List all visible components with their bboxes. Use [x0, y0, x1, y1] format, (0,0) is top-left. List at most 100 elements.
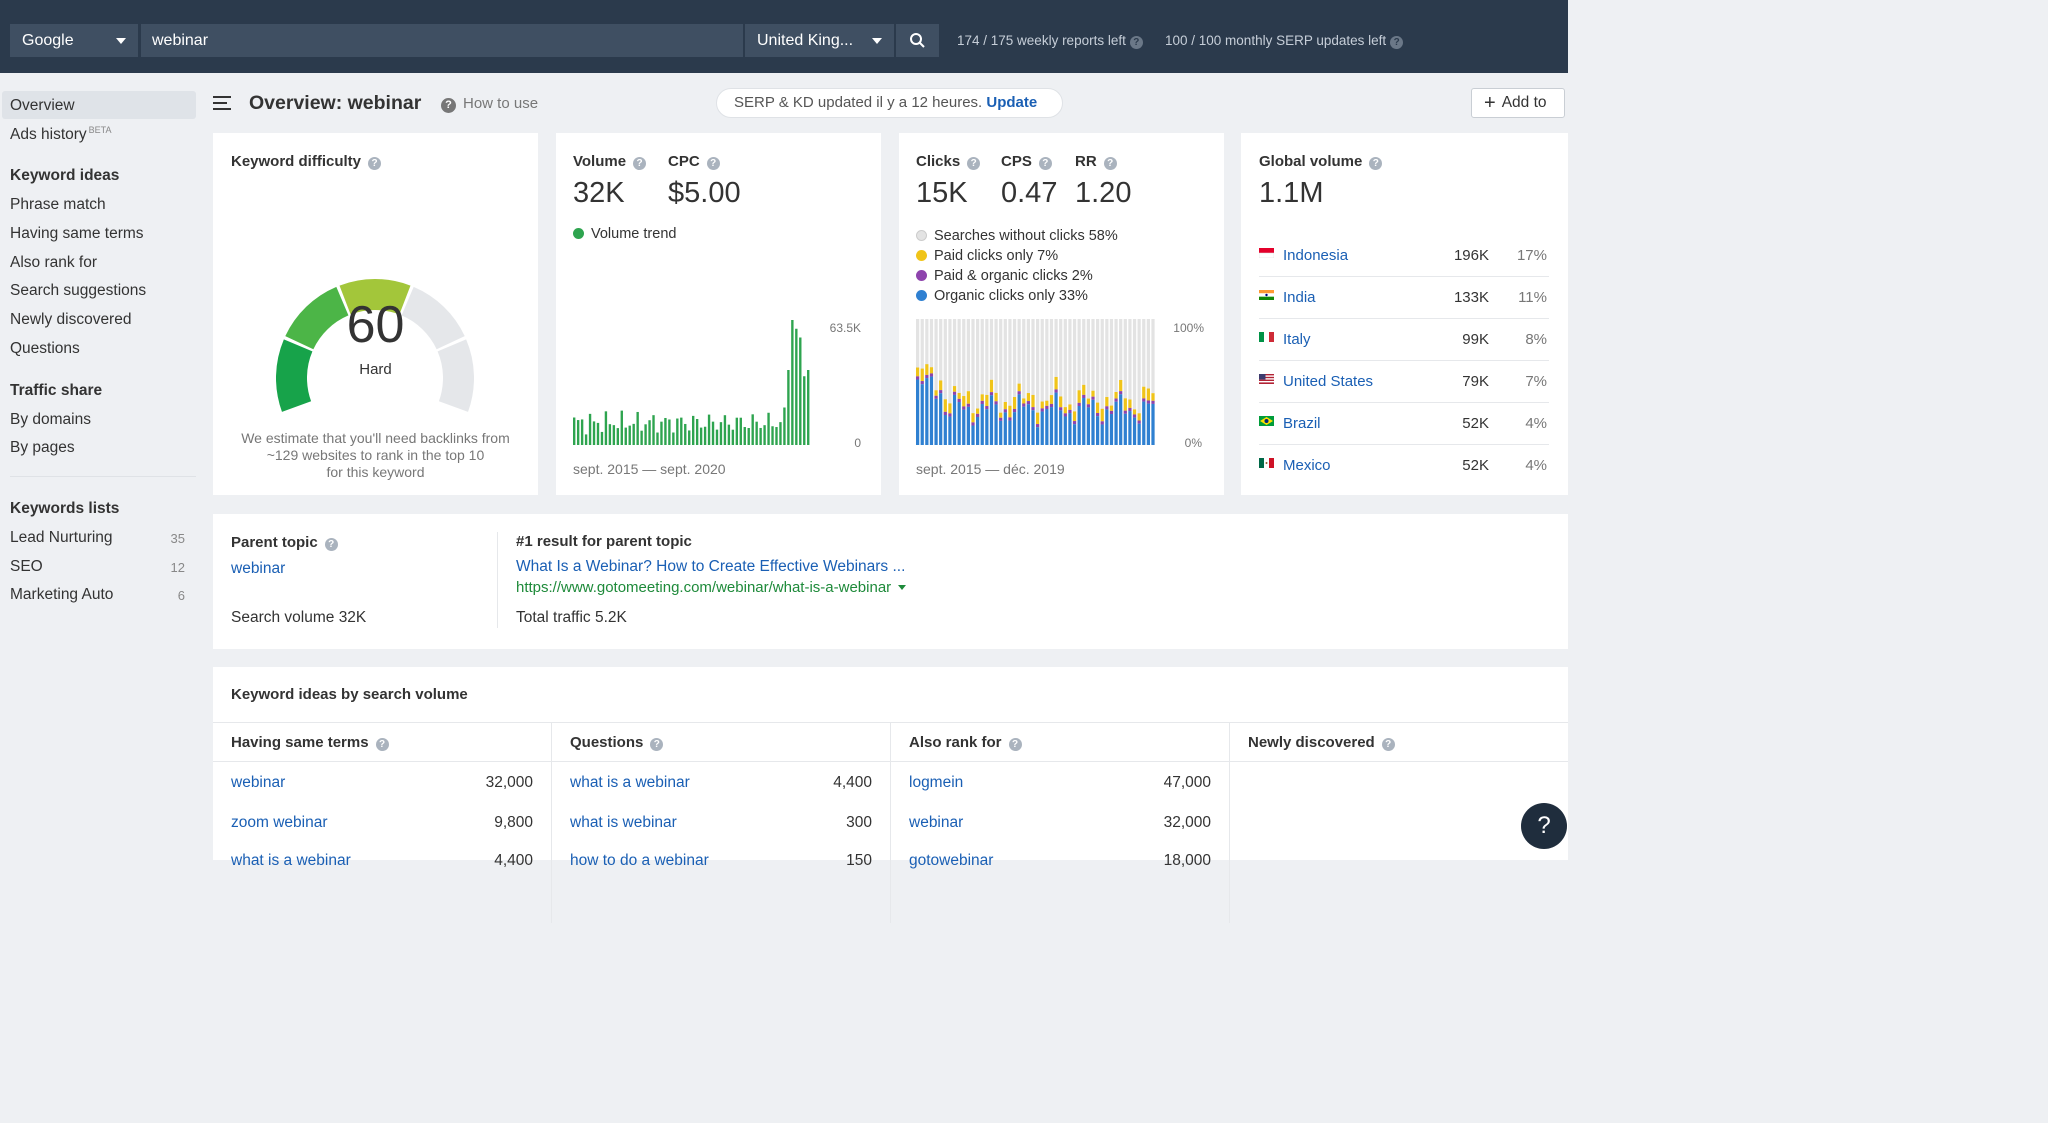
clicks-bar-segment: [1008, 319, 1012, 406]
help-icon[interactable]: ?: [706, 157, 720, 170]
country-row[interactable]: India 133K 11%: [1259, 277, 1549, 319]
sidebar-item-phrase-match[interactable]: Phrase match: [10, 196, 106, 213]
top-result-title[interactable]: What Is a Webinar? How to Create Effecti…: [516, 558, 906, 575]
keyword-search-input[interactable]: [141, 24, 743, 57]
sidebar-item-also-rank-for[interactable]: Also rank for: [10, 254, 98, 271]
sidebar-list-marketing-auto[interactable]: Marketing Auto: [10, 586, 114, 603]
volume-bar: [652, 415, 655, 445]
keyword-link[interactable]: what is webinar: [570, 814, 677, 831]
help-chat-button[interactable]: ?: [1521, 803, 1567, 849]
keyword-ideas-card: Keyword ideas by search volume Having sa…: [213, 667, 1568, 923]
keyword-link[interactable]: zoom webinar: [231, 814, 328, 831]
clicks-bar-segment: [1086, 404, 1090, 408]
top-result-url[interactable]: https://www.gotomeeting.com/webinar/what…: [516, 579, 907, 596]
legend-item: Paid clicks only 7%: [916, 246, 1118, 266]
clicks-bar-segment: [1142, 401, 1146, 445]
country-row[interactable]: United States 79K 7%: [1259, 361, 1549, 403]
country-row[interactable]: Brazil 52K 4%: [1259, 403, 1549, 445]
sidebar-item-having-same-terms[interactable]: Having same terms: [10, 225, 144, 242]
help-icon[interactable]: ?: [1381, 738, 1395, 751]
column-head-text[interactable]: Questions: [570, 734, 644, 751]
help-icon[interactable]: ?: [1038, 157, 1052, 170]
sidebar-list-lead-nurturing[interactable]: Lead Nurturing: [10, 529, 113, 546]
help-icon[interactable]: ?: [1390, 36, 1404, 49]
keyword-link[interactable]: logmein: [909, 774, 964, 791]
keyword-link[interactable]: how to do a webinar: [570, 852, 709, 869]
parent-topic-link[interactable]: webinar: [231, 560, 286, 577]
volume-card: Volume? CPC? 32K $5.00 Volume trend 63.5…: [556, 133, 881, 495]
column-head-text[interactable]: Having same terms: [231, 734, 369, 751]
clicks-bar-segment: [1022, 319, 1026, 399]
column-head-text[interactable]: Also rank for: [909, 734, 1002, 751]
how-to-use-link[interactable]: ? How to use: [441, 95, 538, 113]
country-share: 17%: [1516, 247, 1547, 264]
help-icon[interactable]: ?: [1369, 157, 1383, 170]
legend-dot: [573, 228, 584, 239]
chevron-down-icon[interactable]: [898, 585, 907, 590]
search-engine-select[interactable]: Google: [10, 24, 138, 57]
country-name[interactable]: Brazil: [1283, 415, 1321, 432]
help-icon[interactable]: ?: [1129, 36, 1143, 49]
top-bar: Google United King... 174 / 175 weekly r…: [0, 0, 1568, 73]
add-to-button[interactable]: + Add to: [1471, 88, 1565, 118]
keyword-row: zoom webinar 9,800: [231, 814, 533, 854]
clicks-bar-segment: [1151, 403, 1155, 445]
sidebar-item-by-pages[interactable]: By pages: [10, 439, 75, 456]
clicks-bar: [952, 319, 957, 445]
clicks-bar-segment: [1114, 401, 1118, 445]
update-link[interactable]: Update: [986, 94, 1038, 111]
country-name[interactable]: Italy: [1283, 331, 1311, 348]
country-name[interactable]: Indonesia: [1283, 247, 1349, 264]
weekly-reports-info: 174 / 175 weekly reports left?: [957, 33, 1143, 49]
menu-toggle[interactable]: [213, 95, 231, 115]
country-row[interactable]: Mexico 52K 4%: [1259, 445, 1549, 487]
keyword-link[interactable]: webinar: [231, 774, 286, 791]
clicks-bar-segment: [1072, 319, 1077, 412]
clicks-bar-segment: [1086, 407, 1090, 445]
legend-dot: [916, 250, 927, 261]
plus-icon: +: [1484, 92, 1496, 114]
clicks-bar: [1003, 319, 1007, 445]
clicks-bar-segment: [957, 319, 961, 393]
search-button[interactable]: [896, 24, 939, 57]
volume-bar: [779, 422, 782, 445]
help-icon[interactable]: ?: [967, 157, 981, 170]
sidebar-item-questions[interactable]: Questions: [10, 340, 80, 357]
clicks-bar-segment: [1063, 407, 1067, 414]
clicks-bar-segment: [1031, 319, 1035, 395]
help-icon[interactable]: ?: [1008, 738, 1022, 751]
keyword-link[interactable]: gotowebinar: [909, 852, 994, 869]
help-icon[interactable]: ?: [368, 157, 382, 170]
volume-label: Volume?: [573, 153, 647, 170]
sidebar-item-ads-history[interactable]: Ads history BETA: [10, 125, 112, 144]
country-name[interactable]: Mexico: [1283, 457, 1331, 474]
clicks-bar-segment: [976, 416, 980, 445]
help-icon[interactable]: ?: [375, 738, 389, 751]
help-icon[interactable]: ?: [650, 738, 664, 751]
country-row[interactable]: Indonesia 196K 17%: [1259, 235, 1549, 277]
clicks-bar-segment: [1012, 397, 1017, 409]
us-flag-icon: [1259, 374, 1274, 384]
clicks-bar-segment: [971, 422, 975, 426]
help-icon[interactable]: ?: [633, 157, 647, 170]
help-icon[interactable]: ?: [1103, 157, 1117, 170]
cpc-label: CPC?: [668, 153, 720, 170]
sidebar-item-by-domains[interactable]: By domains: [10, 411, 91, 428]
keyword-link[interactable]: what is a webinar: [570, 774, 690, 791]
sidebar-list-seo[interactable]: SEO: [10, 558, 43, 575]
country-select[interactable]: United King...: [745, 24, 894, 57]
sidebar-item-newly-discovered[interactable]: Newly discovered: [10, 311, 132, 328]
monthly-serp-text: 100 / 100 monthly SERP updates left: [1165, 33, 1387, 48]
clicks-bar-segment: [925, 378, 929, 445]
sidebar-item-overview[interactable]: Overview: [10, 97, 75, 114]
column-head-text[interactable]: Newly discovered: [1248, 734, 1375, 751]
keyword-link[interactable]: webinar: [909, 814, 964, 831]
country-row[interactable]: Italy 99K 8%: [1259, 319, 1549, 361]
keyword-link[interactable]: what is a webinar: [231, 852, 351, 869]
clicks-bar-segment: [1114, 319, 1118, 393]
volume-bar: [795, 328, 798, 445]
country-name[interactable]: India: [1283, 289, 1316, 306]
country-name[interactable]: United States: [1283, 373, 1374, 390]
help-icon[interactable]: ?: [324, 538, 338, 551]
sidebar-item-search-suggestions[interactable]: Search suggestions: [10, 282, 147, 299]
